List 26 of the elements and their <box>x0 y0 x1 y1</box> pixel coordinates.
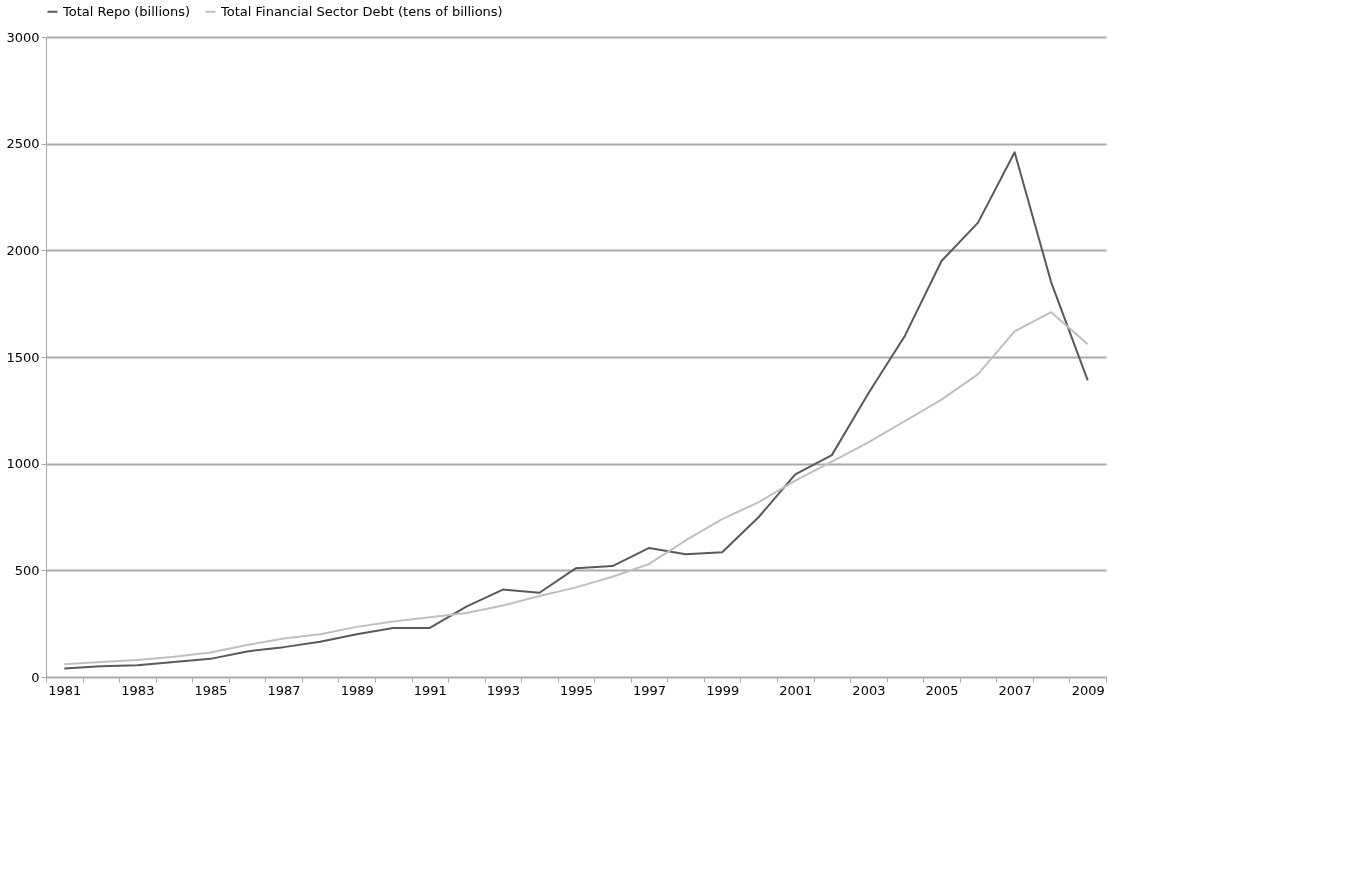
x-tick-label: 2007 <box>998 682 1032 698</box>
y-tick-label: 3000 <box>6 29 40 45</box>
x-tick-label: 2001 <box>779 682 813 698</box>
y-tick-label: 500 <box>14 562 40 578</box>
x-tick-label: 2009 <box>1071 682 1105 698</box>
line-series <box>63 151 1089 670</box>
y-tick-label: 2000 <box>6 242 40 258</box>
y-tick-label: 1000 <box>6 456 40 472</box>
y-tick-label: 1500 <box>6 349 40 365</box>
x-tick-label: 1987 <box>267 682 301 698</box>
legend-label: Total Financial Sector Debt (tens of billions) <box>220 3 503 19</box>
x-tick-label: 1993 <box>486 682 520 698</box>
x-tick-label: 1981 <box>48 682 82 698</box>
x-tick-label: 1985 <box>194 682 228 698</box>
x-tick-label: 1989 <box>340 682 374 698</box>
x-tick-label: 1983 <box>121 682 155 698</box>
y-tick-label: 0 <box>31 669 40 685</box>
x-tick-label: 2005 <box>925 682 959 698</box>
x-tick-label: 1991 <box>413 682 447 698</box>
x-tick-label: 2003 <box>852 682 886 698</box>
x-tick-label: 1997 <box>633 682 667 698</box>
legend-label: Total Repo (billions) <box>62 3 191 19</box>
x-tick-label: 1999 <box>706 682 740 698</box>
x-tick-label: 1995 <box>559 682 594 698</box>
y-tick-label: 2500 <box>6 136 40 152</box>
line-series <box>63 311 1089 666</box>
